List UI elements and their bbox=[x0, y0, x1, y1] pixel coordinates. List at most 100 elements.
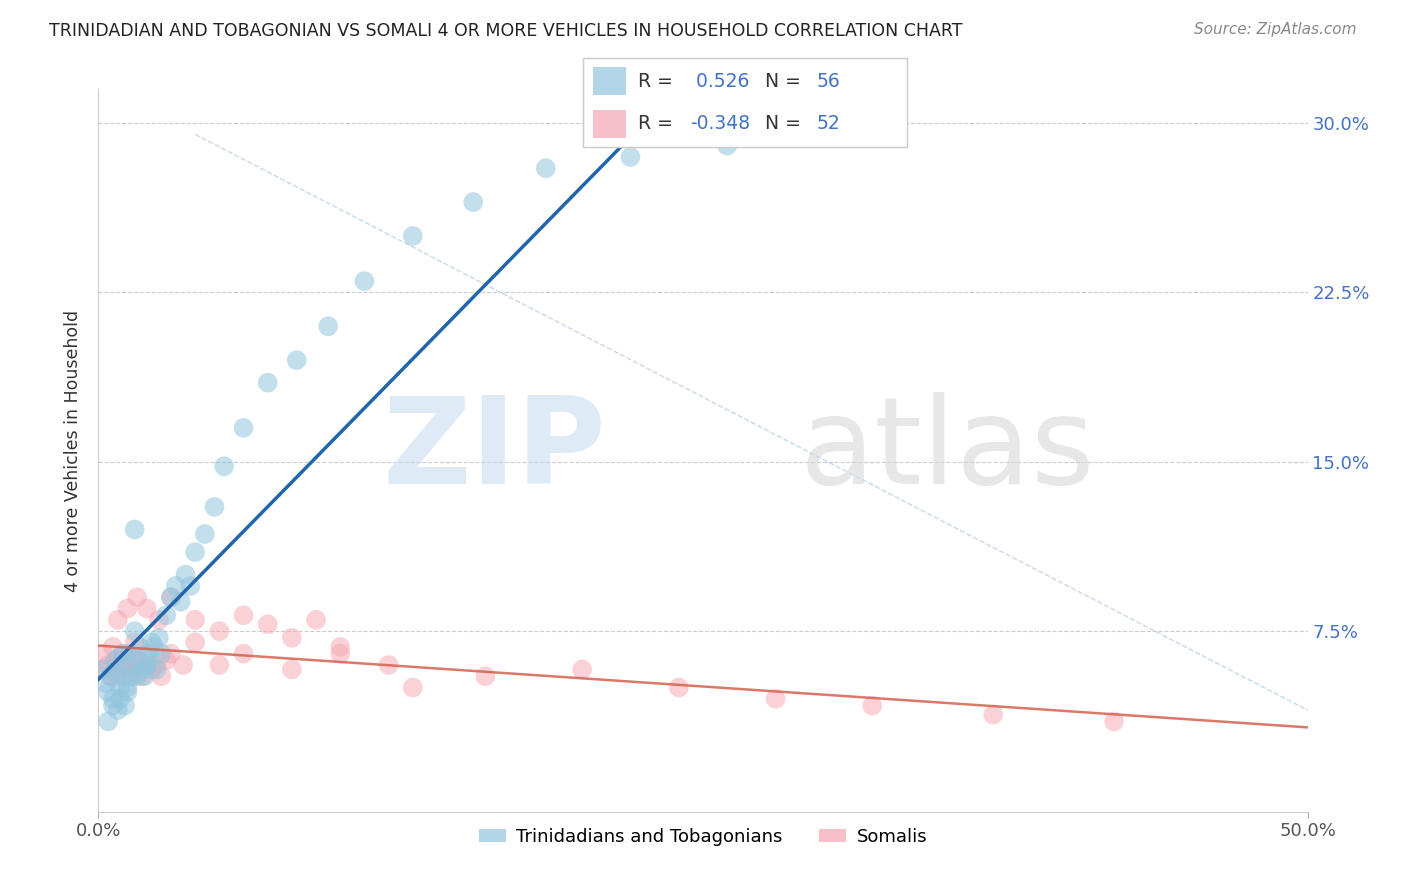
Point bbox=[100, 669, 122, 683]
Point bbox=[124, 635, 146, 649]
Point bbox=[329, 640, 352, 654]
Text: TRINIDADIAN AND TOBAGONIAN VS SOMALI 4 OR MORE VEHICLES IN HOUSEHOLD CORRELATION: TRINIDADIAN AND TOBAGONIAN VS SOMALI 4 O… bbox=[49, 22, 963, 40]
Point bbox=[353, 274, 375, 288]
Point bbox=[124, 523, 146, 537]
Point bbox=[91, 647, 114, 661]
Point bbox=[131, 663, 153, 677]
Point bbox=[150, 669, 173, 683]
Point bbox=[145, 657, 167, 672]
Point bbox=[107, 669, 129, 683]
Point bbox=[94, 663, 117, 677]
Point bbox=[134, 669, 156, 683]
Point bbox=[134, 657, 156, 672]
Text: 0.526: 0.526 bbox=[690, 71, 749, 91]
Point bbox=[232, 608, 254, 623]
Text: R =: R = bbox=[638, 71, 679, 91]
Text: -0.348: -0.348 bbox=[690, 114, 751, 134]
Text: 56: 56 bbox=[817, 71, 839, 91]
Point bbox=[127, 591, 149, 605]
Point bbox=[127, 663, 149, 677]
Point bbox=[160, 591, 183, 605]
Point bbox=[256, 617, 278, 632]
Point bbox=[107, 663, 129, 677]
Point bbox=[179, 579, 201, 593]
Point bbox=[160, 647, 183, 661]
Point bbox=[160, 591, 183, 605]
Point bbox=[107, 613, 129, 627]
Point bbox=[91, 663, 114, 677]
Point bbox=[117, 653, 139, 667]
FancyBboxPatch shape bbox=[593, 67, 626, 95]
Point bbox=[118, 647, 141, 661]
Point bbox=[114, 663, 136, 677]
Point bbox=[184, 545, 207, 559]
Point bbox=[463, 195, 485, 210]
Point bbox=[765, 691, 787, 706]
Point bbox=[813, 128, 835, 142]
Point bbox=[316, 319, 339, 334]
Point bbox=[329, 647, 352, 661]
Point bbox=[128, 653, 150, 667]
Point bbox=[172, 657, 194, 672]
Point bbox=[141, 663, 163, 677]
Point bbox=[402, 229, 425, 244]
Point bbox=[474, 669, 496, 683]
Point bbox=[117, 685, 139, 699]
Point bbox=[619, 150, 641, 164]
Point bbox=[111, 647, 134, 661]
Point bbox=[860, 698, 883, 713]
Point bbox=[668, 681, 690, 695]
Point bbox=[716, 138, 738, 153]
Point bbox=[184, 635, 207, 649]
Point bbox=[100, 669, 122, 683]
Point bbox=[174, 567, 197, 582]
Point bbox=[165, 579, 187, 593]
Point bbox=[108, 681, 131, 695]
Point bbox=[128, 640, 150, 654]
Point bbox=[117, 681, 139, 695]
Point bbox=[108, 691, 131, 706]
Point bbox=[108, 657, 131, 672]
Point bbox=[232, 421, 254, 435]
Text: Source: ZipAtlas.com: Source: ZipAtlas.com bbox=[1194, 22, 1357, 37]
Point bbox=[127, 653, 149, 667]
Point bbox=[1102, 714, 1125, 729]
Point bbox=[101, 698, 124, 713]
Point bbox=[534, 161, 557, 176]
Point bbox=[194, 527, 217, 541]
Text: ZIP: ZIP bbox=[382, 392, 606, 509]
Point bbox=[135, 657, 157, 672]
Point bbox=[135, 601, 157, 615]
Point bbox=[121, 669, 143, 683]
Y-axis label: 4 or more Vehicles in Household: 4 or more Vehicles in Household bbox=[65, 310, 83, 591]
Text: N =: N = bbox=[765, 114, 807, 134]
Point bbox=[124, 624, 146, 639]
Point bbox=[135, 647, 157, 661]
Point bbox=[117, 657, 139, 672]
Point bbox=[135, 657, 157, 672]
Point bbox=[104, 653, 127, 667]
Point bbox=[285, 353, 308, 368]
Point bbox=[981, 707, 1004, 722]
Point bbox=[402, 681, 425, 695]
Point bbox=[114, 698, 136, 713]
Point bbox=[117, 601, 139, 615]
Point bbox=[97, 657, 120, 672]
Point bbox=[208, 624, 231, 639]
Point bbox=[138, 647, 160, 661]
Point bbox=[256, 376, 278, 390]
Point bbox=[184, 613, 207, 627]
Point bbox=[377, 657, 399, 672]
Point bbox=[169, 595, 191, 609]
Point bbox=[208, 657, 231, 672]
Point bbox=[101, 691, 124, 706]
Legend: Trinidadians and Tobagonians, Somalis: Trinidadians and Tobagonians, Somalis bbox=[471, 821, 935, 854]
Point bbox=[204, 500, 226, 514]
Point bbox=[97, 685, 120, 699]
Text: atlas: atlas bbox=[800, 392, 1095, 509]
Point bbox=[141, 635, 163, 649]
Point bbox=[107, 703, 129, 717]
Point bbox=[143, 640, 166, 654]
Point bbox=[148, 613, 170, 627]
Point bbox=[121, 657, 143, 672]
